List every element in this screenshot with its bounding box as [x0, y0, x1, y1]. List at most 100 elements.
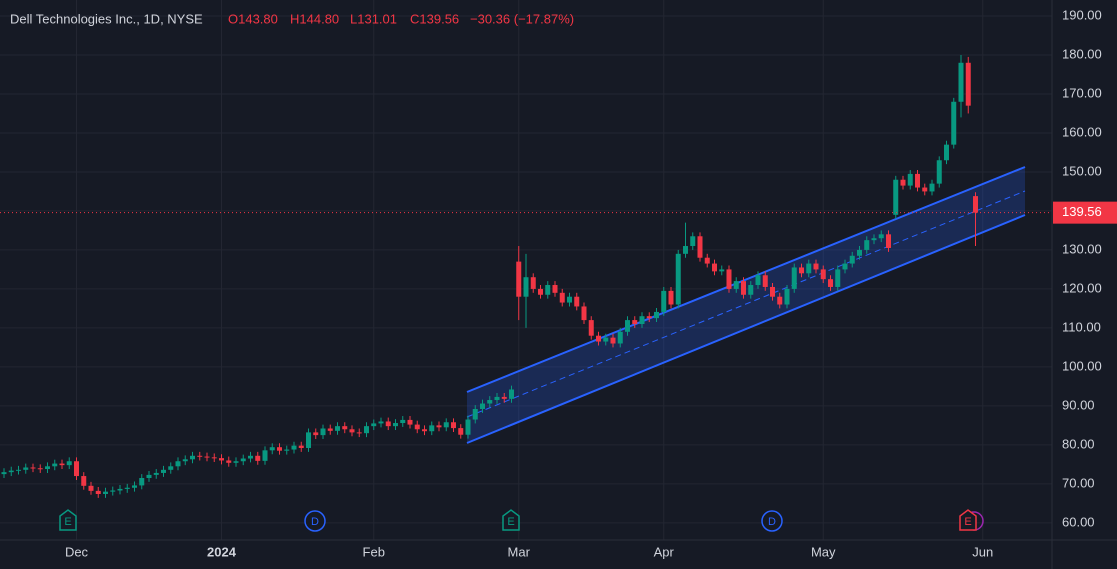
- candle-body: [646, 316, 652, 319]
- candle-body: [878, 234, 884, 239]
- candle-body: [168, 466, 174, 470]
- y-tick-label: 160.00: [1062, 124, 1102, 139]
- candle-body: [857, 249, 862, 256]
- price-tag: [1053, 201, 1117, 224]
- channel-mid: [466, 190, 1026, 418]
- x-tick-label: Dec: [65, 544, 89, 559]
- change: −30.36 (−17.87%): [470, 11, 574, 26]
- candle-body: [574, 296, 580, 307]
- candle-body: [893, 179, 899, 215]
- candle-body: [472, 408, 478, 420]
- grid: [0, 0, 1052, 540]
- candle-body: [356, 432, 362, 434]
- event-icon: [59, 509, 77, 531]
- candle-body: [973, 196, 978, 213]
- y-tick-label: 60.00: [1062, 514, 1095, 529]
- candle-body: [349, 429, 355, 433]
- candle-body: [915, 173, 920, 188]
- candle-body: [726, 269, 732, 289]
- candle-body: [965, 62, 971, 106]
- candle-body: [161, 469, 166, 473]
- candle-body: [690, 236, 696, 247]
- candle-body: [320, 428, 326, 436]
- ohlc-high: H144.80: [290, 11, 339, 26]
- candle-body: [45, 466, 50, 470]
- candle-body: [465, 419, 471, 435]
- candle-body: [791, 267, 797, 289]
- candle-body: [306, 432, 311, 448]
- candle-body: [733, 281, 739, 289]
- event-icon: [304, 510, 326, 532]
- candle-body: [400, 419, 406, 424]
- event-label: E: [507, 516, 514, 528]
- x-tick-label: 2024: [207, 544, 237, 559]
- candle-body: [958, 62, 964, 102]
- candle-body: [523, 277, 529, 297]
- candle-body: [494, 396, 500, 401]
- candle-body: [132, 485, 137, 488]
- candle-body: [559, 292, 565, 303]
- candle-body: [327, 428, 333, 431]
- candle-body: [835, 269, 841, 287]
- candle-body: [820, 269, 826, 280]
- candle-body: [233, 461, 239, 463]
- candle-body: [335, 426, 340, 431]
- candle-body: [501, 396, 507, 399]
- candle-body: [516, 261, 522, 297]
- event-label: D: [311, 516, 319, 528]
- candle-body: [842, 263, 848, 270]
- y-tick-label: 180.00: [1062, 46, 1102, 61]
- candle-body: [371, 423, 377, 427]
- candle-body: [262, 450, 268, 461]
- event-label: E: [64, 516, 71, 528]
- candle-body: [610, 337, 616, 344]
- candle-body: [617, 331, 623, 344]
- candle-body: [683, 246, 688, 254]
- event-icon: [502, 509, 520, 531]
- candle-body: [922, 187, 928, 192]
- candle-body: [52, 463, 58, 467]
- channel-bottom: [466, 214, 1026, 444]
- candle-body: [828, 279, 833, 287]
- candle-body: [871, 238, 877, 241]
- candle-body: [378, 421, 384, 424]
- y-tick-label: 170.00: [1062, 85, 1102, 100]
- candle-body: [153, 472, 159, 475]
- event-label: D: [768, 516, 776, 528]
- candle-body: [451, 422, 456, 429]
- candle-body: [124, 487, 130, 489]
- candle-body: [806, 263, 812, 274]
- candle-body: [436, 425, 442, 428]
- candle-body: [545, 285, 551, 295]
- candle-body: [581, 306, 587, 321]
- candle-body: [414, 424, 420, 430]
- candle-body: [393, 423, 398, 427]
- candle-body: [741, 281, 746, 295]
- candle-body: [66, 461, 72, 466]
- candle-body: [784, 288, 790, 305]
- candle-body: [770, 286, 775, 297]
- x-tick-label: Feb: [363, 544, 385, 559]
- candle-body: [603, 337, 609, 342]
- candle-body: [654, 311, 659, 319]
- candle-body: [538, 288, 543, 295]
- candle-body: [298, 445, 304, 448]
- y-tick-label: 120.00: [1062, 280, 1102, 295]
- candle-body: [23, 467, 29, 470]
- candle-body: [661, 290, 667, 312]
- candle-body: [936, 160, 942, 184]
- candle-body: [530, 277, 536, 289]
- candle-body: [864, 240, 870, 250]
- candle-body: [1, 472, 7, 475]
- candle-body: [929, 183, 935, 192]
- candle-body: [596, 335, 601, 342]
- candle-body: [197, 455, 203, 457]
- channel-top: [466, 166, 1026, 393]
- candle-body: [907, 173, 913, 186]
- candle-body: [552, 285, 558, 293]
- candle-body: [117, 488, 123, 491]
- candle-body: [291, 445, 297, 450]
- candle-body: [226, 460, 232, 463]
- candle-body: [719, 269, 725, 272]
